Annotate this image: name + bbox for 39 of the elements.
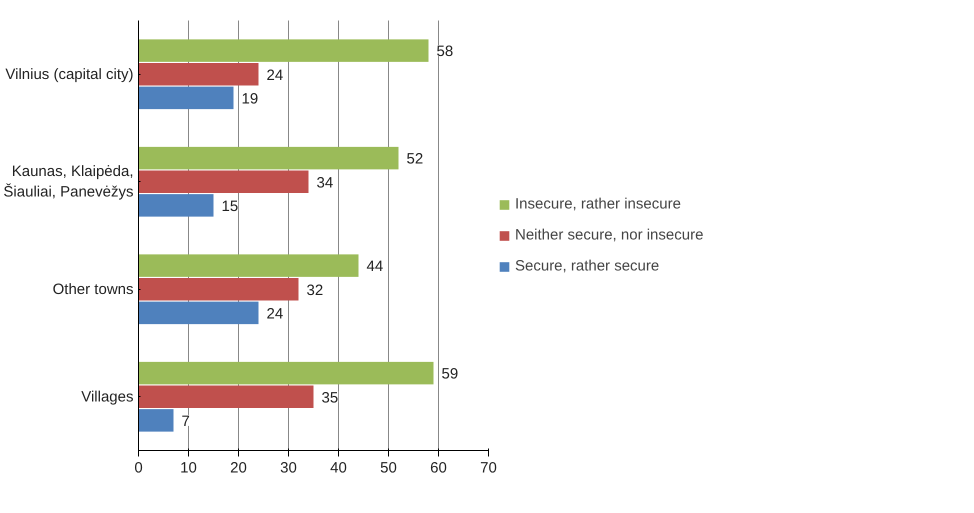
x-tick-label: 10 bbox=[180, 460, 197, 476]
legend-label: Neither secure, nor insecure bbox=[515, 226, 704, 244]
data-label: 24 bbox=[266, 305, 284, 322]
x-tick-label: 50 bbox=[380, 460, 397, 476]
bar bbox=[138, 146, 398, 170]
legend-label: Secure, rather secure bbox=[515, 258, 660, 274]
bar bbox=[138, 278, 298, 300]
data-label: 35 bbox=[322, 389, 338, 406]
bar bbox=[138, 194, 214, 217]
x-tick-label: 30 bbox=[280, 460, 297, 476]
data-label: 34 bbox=[316, 174, 334, 192]
data-label: 59 bbox=[442, 366, 458, 383]
y-tick-label: Vilnius (capital city) bbox=[5, 66, 134, 83]
data-label: 44 bbox=[366, 258, 384, 276]
x-tick-label: 70 bbox=[480, 460, 497, 476]
data-label: 58 bbox=[436, 43, 454, 60]
bar bbox=[138, 254, 358, 277]
data-label: 32 bbox=[306, 282, 324, 299]
bar bbox=[138, 63, 258, 86]
data-label: 52 bbox=[406, 150, 424, 168]
data-label: 19 bbox=[242, 90, 258, 108]
data-label: 24 bbox=[266, 66, 284, 84]
x-tick-label: 0 bbox=[134, 460, 143, 476]
bar bbox=[138, 170, 308, 193]
bar bbox=[138, 362, 434, 384]
bar bbox=[138, 386, 314, 408]
x-tick-label: 40 bbox=[330, 460, 347, 476]
data-label: 7 bbox=[182, 412, 190, 430]
bar bbox=[138, 86, 234, 110]
bar bbox=[138, 302, 258, 324]
bar bbox=[138, 409, 174, 432]
y-tick-label: Villages bbox=[81, 388, 134, 406]
x-tick-label: 60 bbox=[430, 460, 447, 476]
bar bbox=[138, 39, 428, 62]
legend-label: Insecure, rather insecure bbox=[515, 196, 681, 212]
y-tick-label: Other towns bbox=[52, 280, 134, 298]
x-tick-label: 20 bbox=[230, 460, 247, 476]
data-label: 15 bbox=[222, 198, 238, 215]
y-tick-label: Kaunas, Klaipėda, Šiauliai, Panevėžys bbox=[3, 163, 134, 200]
